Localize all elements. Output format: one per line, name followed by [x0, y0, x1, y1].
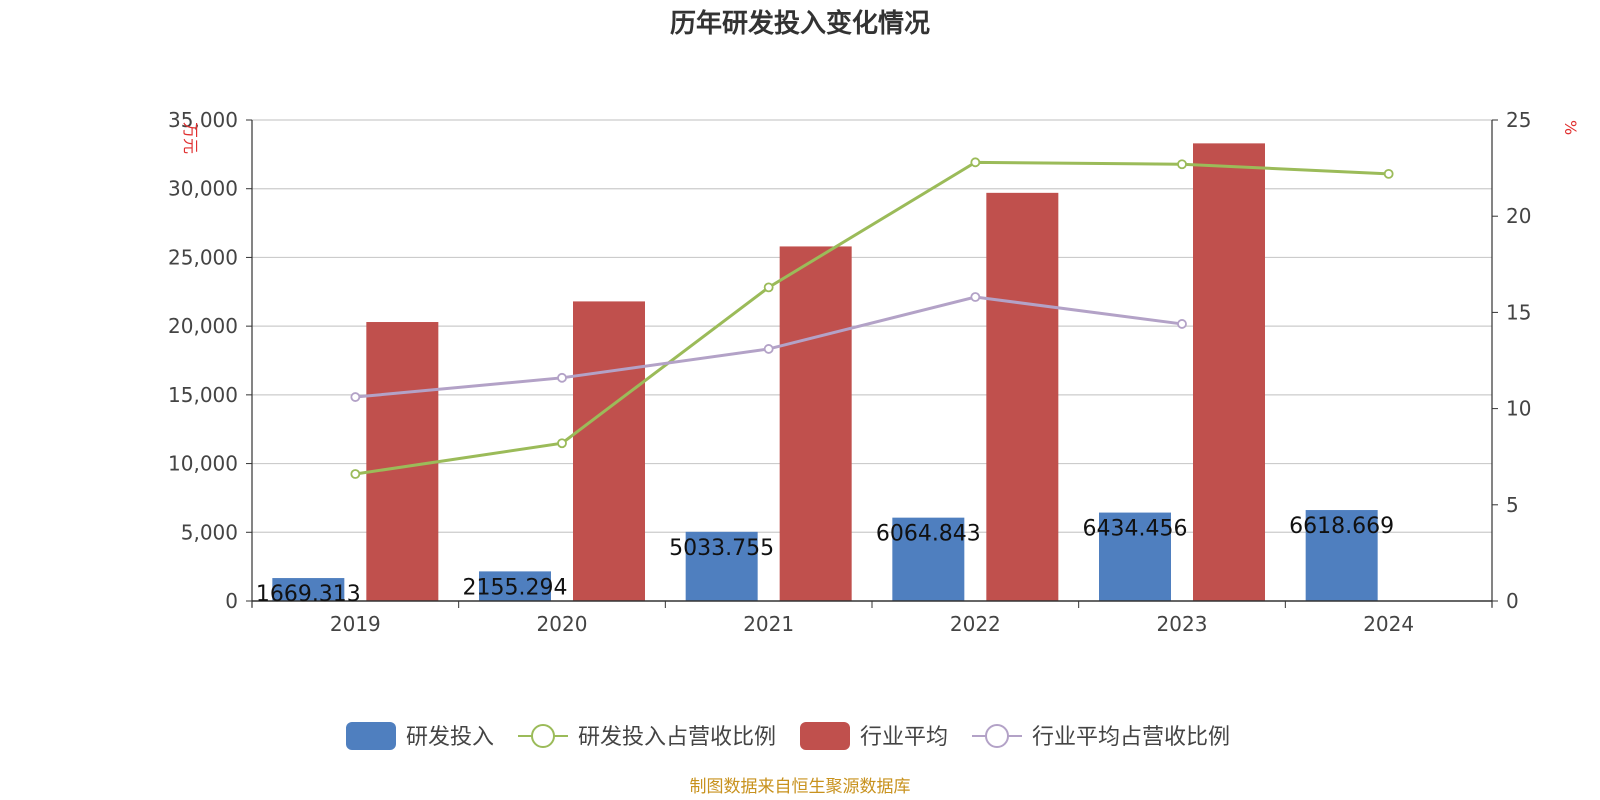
line-point-1-5 [1383, 168, 1394, 179]
bar-2-4 [1193, 143, 1265, 601]
bar-0-3 [892, 517, 965, 601]
y-left-tick-label: 30,000 [168, 177, 238, 201]
chart-title: 历年研发投入变化情况 [670, 8, 930, 39]
x-tick-label: 2020 [537, 612, 588, 636]
y-left-axis-label: 万元 [181, 122, 200, 154]
data-label: 5033.755 [669, 536, 774, 561]
y-right-tick-label: 10 [1506, 397, 1531, 421]
data-label: 6434.456 [1083, 517, 1188, 542]
line-point-1-0 [350, 469, 361, 479]
lines [350, 157, 1394, 479]
y-left-tick-label: 10,000 [168, 452, 238, 476]
line-point-3-1 [557, 372, 567, 383]
x-tick-label: 2022 [950, 612, 1001, 636]
data-label: 1669.313 [256, 582, 361, 607]
y-left-tick-label: 35,000 [168, 108, 238, 132]
bar-2-2 [779, 246, 852, 602]
legend-marker-3 [985, 724, 1009, 748]
line-point-3-4 [1177, 319, 1187, 329]
line-point-1-4 [1177, 159, 1187, 170]
bar-0-0 [272, 578, 345, 601]
line-point-1-1 [557, 438, 567, 449]
legend: 研发投入 研发投入占营收比例 行业平均 行业平均占营收比例 [346, 722, 1230, 750]
y-right-tick-label: 20 [1506, 204, 1531, 228]
y-right-tick-label: 0 [1506, 589, 1519, 613]
legend-label: 研发投入 [406, 725, 494, 750]
y-left-tick-label: 5,000 [181, 520, 238, 544]
y-right-tick-label: 5 [1506, 493, 1519, 517]
legend-swatch-2 [800, 722, 850, 750]
line-point-1-3 [970, 157, 981, 168]
legend-label: 研发投入占营收比例 [578, 725, 776, 750]
x-tick-label: 2024 [1363, 612, 1414, 636]
x-tick-label: 2021 [743, 612, 794, 636]
bar-2-3 [986, 192, 1059, 601]
data-label: 6618.669 [1289, 514, 1394, 539]
legend-label: 行业平均占营收比例 [1032, 725, 1230, 750]
line-point-3-0 [350, 392, 361, 402]
line-point-1-2 [763, 282, 774, 293]
x-tick-label: 2023 [1157, 612, 1208, 636]
bar-0-1 [479, 571, 551, 601]
bar-2-1 [573, 301, 645, 601]
y-left-tick-label: 20,000 [168, 314, 238, 338]
data-label: 6064.843 [876, 522, 981, 547]
legend-swatch-0 [346, 722, 396, 750]
x-tick-label: 2019 [330, 612, 381, 636]
y-right-tick-label: 15 [1506, 300, 1531, 324]
bar-0-5 [1305, 510, 1378, 601]
y-right-axis-label: % [1561, 120, 1580, 135]
y-left-tick-label: 15,000 [168, 383, 238, 407]
data-label: 2155.294 [463, 575, 568, 600]
line-point-3-2 [763, 344, 774, 354]
legend-marker-1 [531, 724, 555, 748]
axes: 0 5,000 10,000 15,000 20,000 25,000 30,000 35,0… [168, 108, 1580, 636]
legend-label: 行业平均 [860, 725, 948, 750]
source-note: 制图数据来自恒生聚源数据库 [690, 777, 911, 797]
series-line-1 [355, 160, 1389, 476]
line-point-3-3 [970, 292, 981, 302]
y-right-tick-label: 25 [1506, 108, 1531, 132]
bar-0-2 [685, 531, 758, 601]
bar-0-4 [1099, 512, 1171, 601]
grid-lines [252, 119, 1492, 533]
y-left-tick-label: 0 [225, 589, 238, 613]
bar-2-0 [366, 322, 439, 601]
bars [272, 143, 1378, 602]
y-left-tick-label: 25,000 [168, 245, 238, 269]
data-labels: 1669.313 2155.294 5033.755 6064.843 6434.456… [256, 514, 1394, 607]
